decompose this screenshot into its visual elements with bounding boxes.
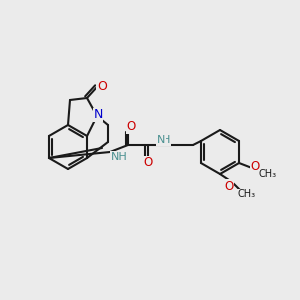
Text: O: O — [126, 121, 136, 134]
Text: O: O — [250, 160, 260, 172]
Text: CH₃: CH₃ — [238, 189, 256, 199]
Text: CH₃: CH₃ — [259, 169, 277, 179]
Text: O: O — [224, 179, 234, 193]
Text: O: O — [143, 157, 153, 169]
Text: N: N — [93, 109, 103, 122]
Text: N: N — [157, 135, 165, 145]
Text: H: H — [162, 135, 170, 145]
Text: NH: NH — [111, 152, 128, 162]
Text: O: O — [97, 80, 107, 92]
